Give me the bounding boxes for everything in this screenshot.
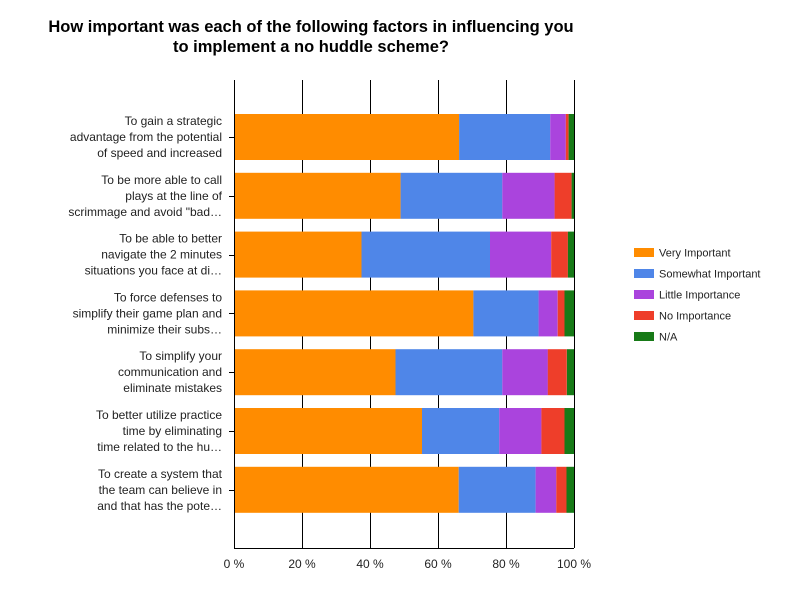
bar-segment xyxy=(551,231,568,278)
legend-label: Somewhat Important xyxy=(659,269,761,281)
category-label: time related to the hu… xyxy=(97,440,222,454)
category-label: communication and xyxy=(118,365,222,379)
bar-segment xyxy=(556,466,567,513)
legend: Very Important Somewhat Important Little I… xyxy=(634,248,761,344)
category-label: minimize their subs… xyxy=(107,322,222,336)
bar-segment xyxy=(499,408,542,454)
bars xyxy=(234,114,574,513)
legend-swatch xyxy=(634,269,654,278)
category-label: the team can believe in xyxy=(99,483,222,497)
legend-label: Little Importance xyxy=(659,290,740,302)
category-label: To create a system that xyxy=(98,467,223,481)
bar-segment xyxy=(473,290,539,337)
category-label: plays at the line of xyxy=(125,189,222,203)
bar-segment xyxy=(459,114,551,160)
bar-segment xyxy=(234,231,362,278)
bar-segment xyxy=(565,114,569,160)
bar-segment xyxy=(400,172,503,219)
bar-segment xyxy=(490,231,552,278)
axes xyxy=(229,80,574,549)
bar-segment xyxy=(557,290,565,337)
bar-segment xyxy=(550,114,566,160)
x-tick-label: 100 % xyxy=(557,557,591,571)
bar-segment xyxy=(566,349,574,396)
legend-label: N/A xyxy=(659,332,678,344)
legend-swatch xyxy=(634,290,654,299)
legend-swatch xyxy=(634,248,654,257)
bar-segment xyxy=(554,172,572,219)
category-label: To be able to better xyxy=(119,232,222,246)
category-label: eliminate mistakes xyxy=(123,381,222,395)
bar-segment xyxy=(422,408,500,454)
chart-title-line: How important was each of the following … xyxy=(48,18,573,36)
legend-swatch xyxy=(634,311,654,320)
category-label: navigate the 2 minutes xyxy=(101,248,222,262)
bar-segment xyxy=(566,466,574,513)
bar-segment xyxy=(234,172,401,219)
bar-segment xyxy=(564,408,574,454)
category-label: time by eliminating xyxy=(123,424,222,438)
category-label: advantage from the potential xyxy=(70,130,222,144)
bar-segment xyxy=(568,114,574,160)
bar-segment xyxy=(234,349,396,396)
category-label: and that has the pote… xyxy=(97,499,222,513)
x-tick-label: 0 % xyxy=(224,557,245,571)
bar-segment xyxy=(571,172,574,219)
category-labels: To gain a strategic advantage from the po… xyxy=(68,114,222,513)
chart-title-line: to implement a no huddle scheme? xyxy=(173,38,449,56)
bar-segment xyxy=(547,349,567,396)
bar-segment xyxy=(234,114,460,160)
category-label: situations you face at di… xyxy=(85,264,222,278)
x-tick-label: 20 % xyxy=(288,557,316,571)
bar-segment xyxy=(234,408,422,454)
legend-label: Very Important xyxy=(659,248,731,260)
x-tick-labels: 0 % 20 % 40 % 60 % 80 % 100 % xyxy=(224,557,592,571)
category-label: scrimmage and avoid "bad… xyxy=(68,205,222,219)
x-tick-label: 60 % xyxy=(424,557,452,571)
x-tick-label: 40 % xyxy=(356,557,384,571)
legend-label: No Importance xyxy=(659,311,731,323)
category-label: of speed and increased xyxy=(97,146,222,160)
bar-segment xyxy=(361,231,490,278)
category-label: To gain a strategic xyxy=(125,114,222,128)
category-label: To simplify your xyxy=(139,349,222,363)
category-label: simplify their game plan and xyxy=(73,306,222,320)
bar-segment xyxy=(567,231,574,278)
bar-segment xyxy=(564,290,574,337)
bar-segment xyxy=(538,290,558,337)
x-tick-label: 80 % xyxy=(492,557,520,571)
category-label: To be more able to call xyxy=(101,173,222,187)
bar-segment xyxy=(234,290,474,337)
category-label: To force defenses to xyxy=(114,290,222,304)
bar-segment xyxy=(535,466,557,513)
bar-segment xyxy=(234,466,459,513)
bar-segment xyxy=(502,349,548,396)
bar-segment xyxy=(458,466,536,513)
bar-segment xyxy=(502,172,555,219)
category-label: To better utilize practice xyxy=(96,408,222,422)
legend-swatch xyxy=(634,332,654,341)
chart-title: How important was each of the following … xyxy=(48,18,573,56)
bar-segment xyxy=(395,349,503,396)
bar-segment xyxy=(541,408,565,454)
